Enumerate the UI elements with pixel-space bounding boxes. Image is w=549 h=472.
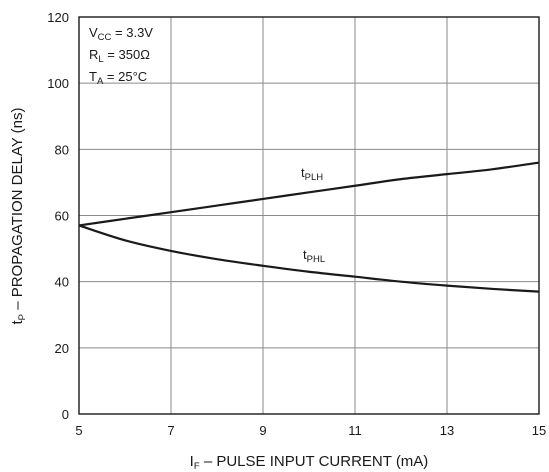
x-tick-label-11: 11 — [348, 423, 362, 438]
series-label-tplh: tPLH — [301, 165, 323, 183]
series-label-tphl: tPHL — [303, 247, 325, 265]
x-tick-label-7: 7 — [167, 423, 174, 438]
series-curves — [78, 161, 540, 293]
condition-vcc: VCC = 3.3V — [89, 25, 153, 43]
y-axis-title: tP – PROPAGATION DELAY (ns) — [9, 108, 28, 325]
x-tick-label-13: 13 — [440, 423, 454, 438]
y-tick-label-80: 80 — [55, 142, 69, 157]
tick-labels: 5 7 9 11 13 15 0 20 40 60 80 100 120 — [47, 10, 546, 438]
y-tick-label-0: 0 — [62, 407, 69, 422]
series-line-tplh — [78, 161, 540, 227]
y-tick-label-100: 100 — [47, 76, 69, 91]
x-tick-label-9: 9 — [259, 423, 266, 438]
y-tick-label-120: 120 — [47, 10, 69, 25]
conditions-box: VCC = 3.3V RL = 350Ω TA = 25°C — [89, 25, 153, 87]
x-tick-label-15: 15 — [532, 423, 546, 438]
condition-rl: RL = 350Ω — [89, 47, 150, 65]
plot-frame — [78, 16, 540, 415]
y-tick-label-40: 40 — [55, 275, 69, 290]
condition-ta: TA = 25°C — [89, 69, 147, 87]
x-tick-label-5: 5 — [75, 423, 82, 438]
y-tick-label-60: 60 — [55, 209, 69, 224]
y-tick-label-20: 20 — [55, 341, 69, 356]
series-line-tphl — [78, 224, 540, 293]
x-axis-title: IF – PULSE INPUT CURRENT (mA) — [190, 453, 429, 472]
